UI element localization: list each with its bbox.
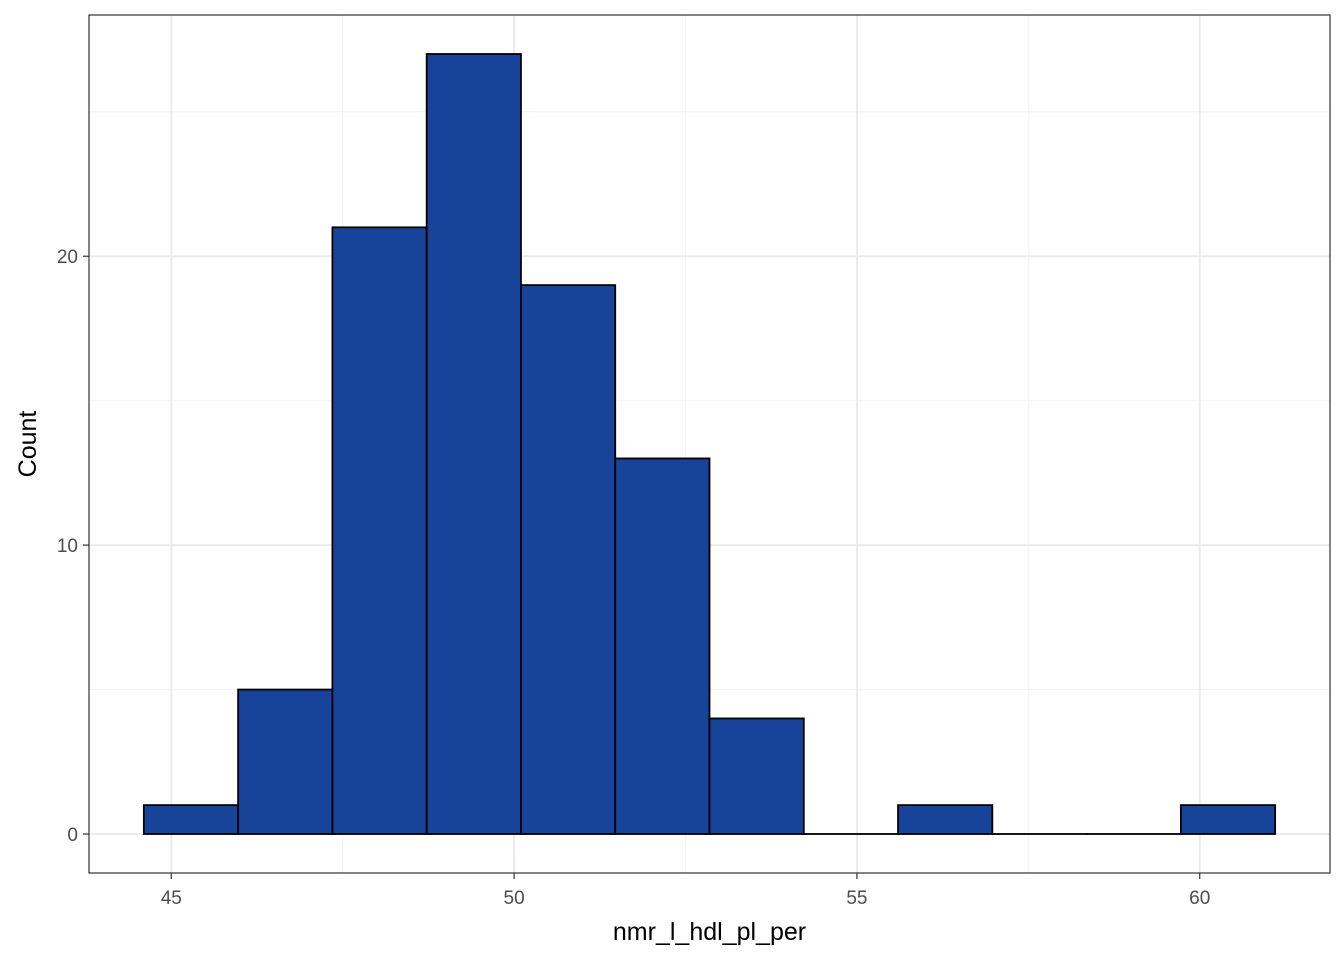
- histogram-bar: [520, 284, 617, 835]
- x-tick-label-0: 45: [161, 888, 182, 909]
- histogram-bars: [142, 53, 1277, 835]
- x-axis-title: nmr_l_hdl_pl_per: [613, 918, 806, 946]
- histogram-bar: [897, 804, 994, 835]
- y-tick-label-2: 20: [57, 247, 78, 268]
- histogram-bar: [237, 688, 334, 835]
- x-tick-label-1: 50: [504, 888, 525, 909]
- histogram-bar: [1179, 804, 1277, 835]
- x-tick-label-2: 55: [846, 888, 867, 909]
- y-axis: 0 10 20: [57, 247, 89, 846]
- y-axis-title: Count: [14, 411, 42, 478]
- histogram-bar: [142, 804, 240, 835]
- x-tick-label-3: 60: [1189, 888, 1210, 909]
- y-tick-label-1: 10: [57, 536, 78, 557]
- y-tick-label-0: 0: [67, 825, 78, 846]
- panel-border: [88, 14, 1331, 874]
- histogram-bar: [331, 226, 428, 835]
- histogram-bar: [708, 717, 805, 835]
- x-axis: 45 50 55 60: [161, 873, 1210, 909]
- histogram-bar: [614, 457, 711, 835]
- histogram-bar: [425, 53, 522, 835]
